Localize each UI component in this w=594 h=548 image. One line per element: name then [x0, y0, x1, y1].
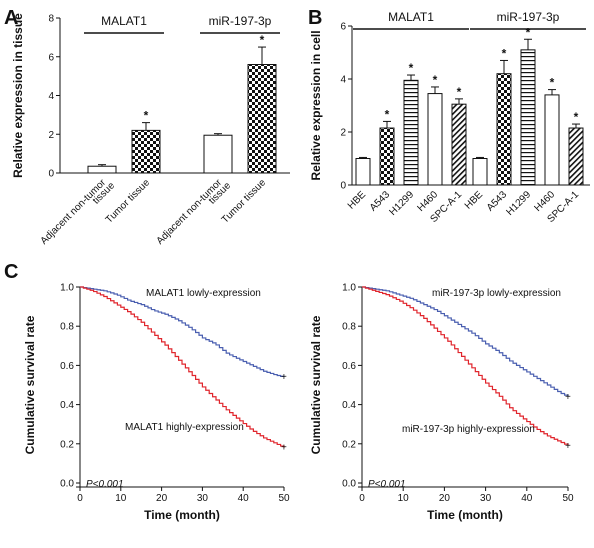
x-tick-label: 20	[156, 493, 168, 504]
y-tick-label: 0.0	[60, 479, 74, 490]
y-tick-label: 4	[48, 91, 54, 102]
y-tick-label: 0.2	[342, 439, 356, 450]
y-tick-label: 0.6	[342, 361, 356, 372]
category-label: Adjacent non-tumor	[155, 177, 225, 247]
chart-a-tissue-expression: 0 2 4 6 8 Relative expression in tissue MALAT1…	[11, 13, 290, 247]
significance-star: *	[550, 76, 555, 90]
bar	[544, 94, 560, 186]
y-tick-label: 0.2	[60, 439, 74, 450]
series-label: miR-197-3p lowly-expression	[432, 288, 561, 299]
x-tick-label: 50	[562, 493, 574, 504]
bar	[451, 103, 467, 186]
y-tick-label: 2	[340, 128, 346, 139]
x-tick-label: 50	[278, 493, 290, 504]
x-tick-label: 0	[359, 493, 365, 504]
group-label: miR-197-3p	[497, 10, 560, 24]
bar	[87, 165, 117, 174]
panel-letter-b: B	[308, 7, 322, 29]
chart-c2-mir197-survival: 0.0 0.2 0.4 0.6 0.8 1.0 0 10 20 30 40 50 Time (month…	[309, 283, 574, 523]
y-axis-label: Relative expression in cell	[309, 30, 323, 180]
y-tick-label: 1.0	[60, 283, 74, 294]
series-label: MALAT1 lowly-expression	[146, 288, 261, 299]
p-value-note: P<0.001	[86, 479, 124, 490]
bar	[568, 127, 584, 186]
y-tick-label: 4	[340, 75, 346, 86]
bar	[131, 129, 161, 174]
significance-star: *	[260, 33, 265, 47]
high-expression-curve	[362, 286, 569, 446]
y-axis-label: Cumulative survival rate	[309, 315, 323, 454]
significance-star: *	[433, 73, 438, 87]
group-label: MALAT1	[101, 14, 147, 28]
bar	[403, 79, 419, 186]
panel-letter-a: A	[4, 7, 18, 29]
y-tick-label: 6	[48, 52, 54, 63]
y-tick-label: 8	[48, 14, 54, 25]
x-axis-label: Time (month)	[144, 508, 220, 522]
bar	[247, 64, 277, 174]
x-tick-label: 40	[238, 493, 250, 504]
series-label: miR-197-3p highly-expression	[402, 424, 535, 435]
chart-b-cell-expression: 0 2 4 6 Relative expression in cell MALAT1 HBE…	[309, 10, 590, 225]
chart-c1-malat1-survival: 0.0 0.2 0.4 0.6 0.8 1.0 0 10 20 30 40 50 Time (month…	[23, 283, 290, 523]
bar	[427, 93, 443, 186]
censor-mark: +	[565, 392, 571, 403]
x-tick-label: 0	[77, 493, 83, 504]
y-axis-label: Cumulative survival rate	[23, 315, 37, 454]
x-tick-label: 20	[439, 493, 451, 504]
y-tick-label: 0.8	[60, 322, 74, 333]
significance-star: *	[574, 110, 579, 124]
bar	[203, 134, 233, 174]
x-tick-label: 30	[197, 493, 209, 504]
significance-star: *	[409, 61, 414, 75]
series-label: MALAT1 highly-expression	[125, 422, 244, 433]
y-tick-label: 0	[340, 181, 346, 192]
censor-mark: +	[281, 443, 287, 454]
y-tick-label: 0.6	[60, 361, 74, 372]
censor-mark: +	[281, 372, 287, 383]
significance-star: *	[502, 46, 507, 60]
y-tick-label: 0.0	[342, 479, 356, 490]
y-tick-label: 2	[48, 130, 54, 141]
bar	[496, 73, 512, 186]
significance-star: *	[385, 107, 390, 121]
p-value-note: P<0.001	[368, 479, 406, 490]
x-tick-label: 10	[115, 493, 127, 504]
category-label: HBE	[463, 189, 486, 212]
group-label: MALAT1	[388, 10, 434, 24]
y-tick-label: 0	[48, 169, 54, 180]
panel-letter-c: C	[4, 261, 18, 283]
bar	[379, 127, 395, 186]
group-label: miR-197-3p	[209, 14, 272, 28]
category-label: Adjacent non-tumor	[39, 177, 109, 247]
bar	[355, 158, 371, 186]
x-tick-label: 40	[521, 493, 533, 504]
bar	[472, 158, 488, 186]
bar	[520, 49, 536, 186]
significance-star: *	[526, 25, 531, 39]
x-tick-label: 30	[480, 493, 492, 504]
low-expression-curve	[362, 286, 569, 397]
y-axis-label: Relative expression in tissue	[11, 13, 25, 178]
low-expression-curve	[80, 286, 285, 378]
censor-mark: +	[565, 441, 571, 452]
significance-star: *	[457, 85, 462, 99]
high-expression-curve	[80, 286, 285, 448]
y-tick-label: 0.4	[342, 400, 356, 411]
y-tick-label: 0.4	[60, 400, 74, 411]
x-tick-label: 10	[398, 493, 410, 504]
category-label: HBE	[346, 189, 369, 212]
y-tick-label: 0.8	[342, 322, 356, 333]
category-label: H1299	[388, 189, 417, 218]
significance-star: *	[144, 109, 149, 123]
category-label: H1299	[505, 189, 534, 218]
y-tick-label: 6	[340, 22, 346, 33]
y-tick-label: 1.0	[342, 283, 356, 294]
x-axis-label: Time (month)	[427, 508, 503, 522]
